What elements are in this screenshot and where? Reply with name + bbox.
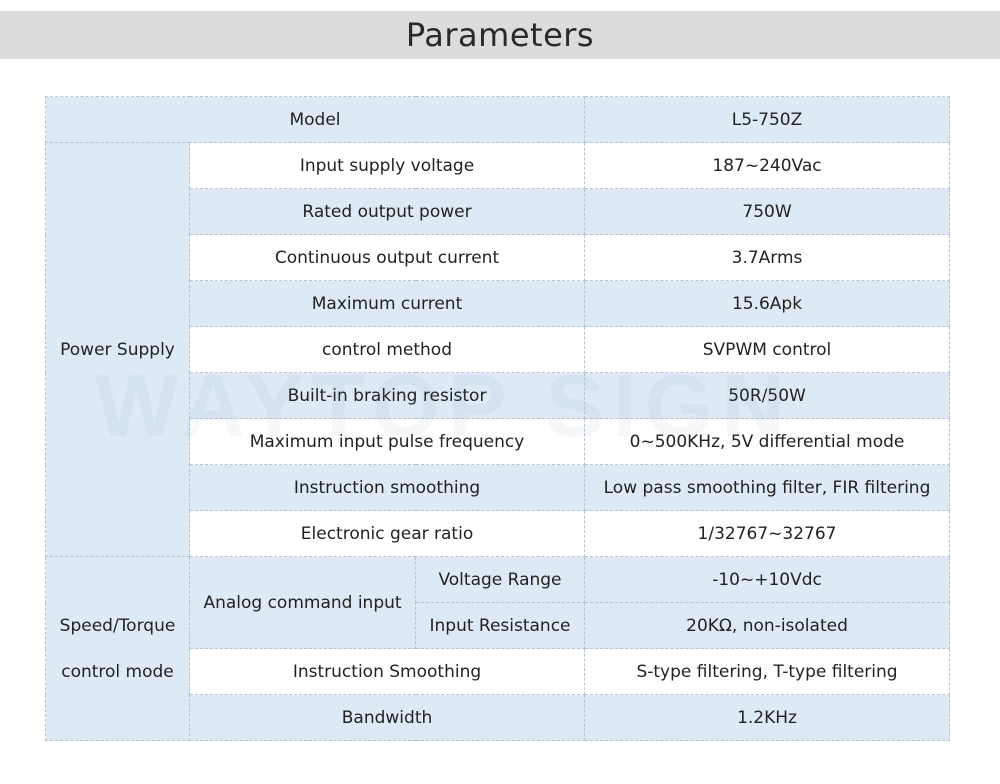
spec-value: -10~+10Vdc	[584, 556, 951, 603]
spec-value: 20KΩ, non-isolated	[584, 602, 951, 649]
spec-value: SVPWM control	[584, 326, 951, 373]
model-label: Model	[44, 96, 586, 143]
spec-label: Built-in braking resistor	[188, 372, 586, 419]
table-row: Electronic gear ratio 1/32767~32767	[46, 510, 951, 557]
spec-value: 1.2KHz	[584, 694, 951, 741]
spec-label: Input Resistance	[414, 602, 586, 649]
speed-torque-label-line1: Speed/Torque	[59, 615, 176, 636]
spec-label: Electronic gear ratio	[188, 510, 586, 557]
spec-label: Maximum current	[188, 280, 586, 327]
spec-value: Low pass smoothing filter, FIR filtering	[584, 464, 951, 511]
spec-value: 15.6Apk	[584, 280, 951, 327]
page-title: Parameters	[405, 16, 595, 54]
table-row: Power Supply Input supply voltage 187~24…	[45, 142, 951, 557]
spec-label: Instruction Smoothing	[188, 648, 586, 695]
table-row: Instruction Smoothing S-type filtering, …	[46, 648, 951, 695]
speed-torque-label-line2: control mode	[61, 661, 174, 682]
table-row: Maximum input pulse frequency 0~500KHz, …	[46, 418, 951, 465]
analog-command-label: Analog command input	[189, 556, 416, 649]
spec-label: Voltage Range	[414, 556, 586, 603]
table-row: Model L5-750Z	[44, 96, 951, 143]
spec-value: 750W	[584, 188, 951, 235]
table-row: Rated output power 750W	[46, 188, 951, 235]
table-row: Maximum current 15.6Apk	[46, 280, 951, 327]
spec-label: Continuous output current	[188, 234, 586, 281]
spec-value: 1/32767~32767	[584, 510, 951, 557]
table-row: Bandwidth 1.2KHz	[46, 694, 951, 741]
spec-label: Maximum input pulse frequency	[188, 418, 586, 465]
speed-torque-group-label: Speed/Torque control mode	[45, 556, 190, 741]
table-row: Instruction smoothing Low pass smoothing…	[46, 464, 951, 511]
power-supply-group-label: Power Supply	[45, 142, 190, 557]
spec-value: 0~500KHz, 5V differential mode	[584, 418, 951, 465]
spec-label: Rated output power	[188, 188, 586, 235]
spec-label: Input supply voltage	[188, 142, 586, 189]
spec-value: 50R/50W	[584, 372, 951, 419]
spec-label: Bandwidth	[188, 694, 586, 741]
model-value: L5-750Z	[584, 96, 951, 143]
spec-label: control method	[188, 326, 586, 373]
spec-value: 187~240Vac	[584, 142, 951, 189]
table-row: Input Resistance 20KΩ, non-isolated	[46, 602, 951, 649]
table-row: Continuous output current 3.7Arms	[46, 234, 951, 281]
title-bar: Parameters	[0, 11, 1000, 59]
parameters-table: Model L5-750Z Power Supply Input supply …	[44, 96, 951, 741]
spec-value: 3.7Arms	[584, 234, 951, 281]
table-row: control method SVPWM control	[46, 326, 951, 373]
spec-label: Instruction smoothing	[188, 464, 586, 511]
table-row: Speed/Torque control mode Analog command…	[45, 556, 951, 741]
table-row: Built-in braking resistor 50R/50W	[46, 372, 951, 419]
spec-value: S-type filtering, T-type filtering	[584, 648, 951, 695]
